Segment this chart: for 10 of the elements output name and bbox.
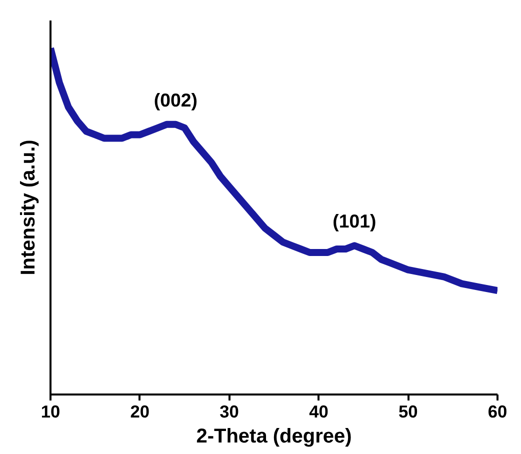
x-tick-label: 60 [488,402,508,422]
x-tick-label: 30 [220,402,239,422]
annotation: (002) [154,89,198,110]
x-tick-label: 10 [40,402,60,422]
x-tick-label: 20 [130,402,150,422]
y-axis-title: Intensity (a.u.) [18,140,40,276]
x-axis-title: 2-Theta (degree) [196,426,352,448]
x-tick-label: 50 [398,402,418,422]
annotation: (101) [332,210,376,232]
x-tick-label: 40 [309,402,328,422]
